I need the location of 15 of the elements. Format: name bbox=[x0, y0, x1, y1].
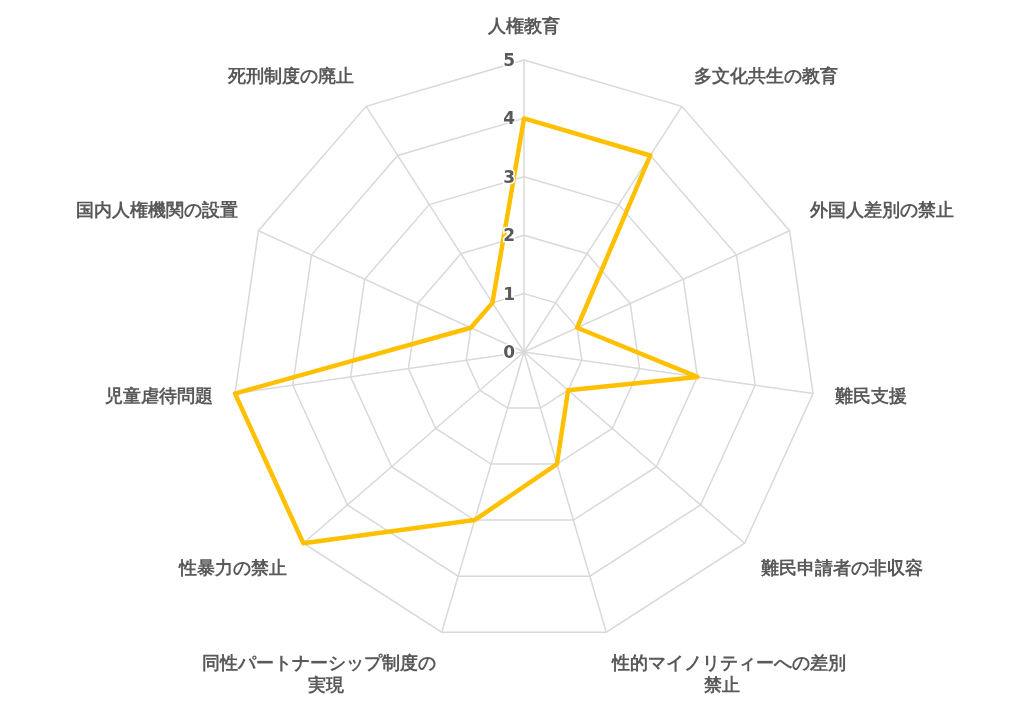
y-tick-label: 0 bbox=[503, 342, 516, 362]
spoke-label: 人権教育 bbox=[487, 15, 560, 36]
y-tick-label: 1 bbox=[503, 283, 515, 304]
spoke-label: 国内人権機関の設置 bbox=[76, 198, 239, 220]
spoke-label: 同性パートナーシップ制度の実現 bbox=[201, 652, 436, 696]
spoke-label: 性暴力の禁止 bbox=[177, 556, 287, 578]
y-tick-label: 4 bbox=[503, 108, 516, 129]
spoke-label: 難民申請者の非収容 bbox=[760, 556, 924, 578]
spoke-label: 外国人差別の禁止 bbox=[808, 198, 954, 220]
spoke-label: 多文化共生の教育 bbox=[693, 64, 838, 86]
spoke-label: 死刑制度の廃止 bbox=[227, 64, 355, 86]
spoke-label: 難民支援 bbox=[833, 384, 907, 406]
spoke-label: 児童虐待問題 bbox=[104, 384, 214, 406]
y-tick-label: 5 bbox=[503, 50, 515, 70]
spoke-label: 性的マイノリティーへの差別禁止 bbox=[611, 652, 847, 696]
